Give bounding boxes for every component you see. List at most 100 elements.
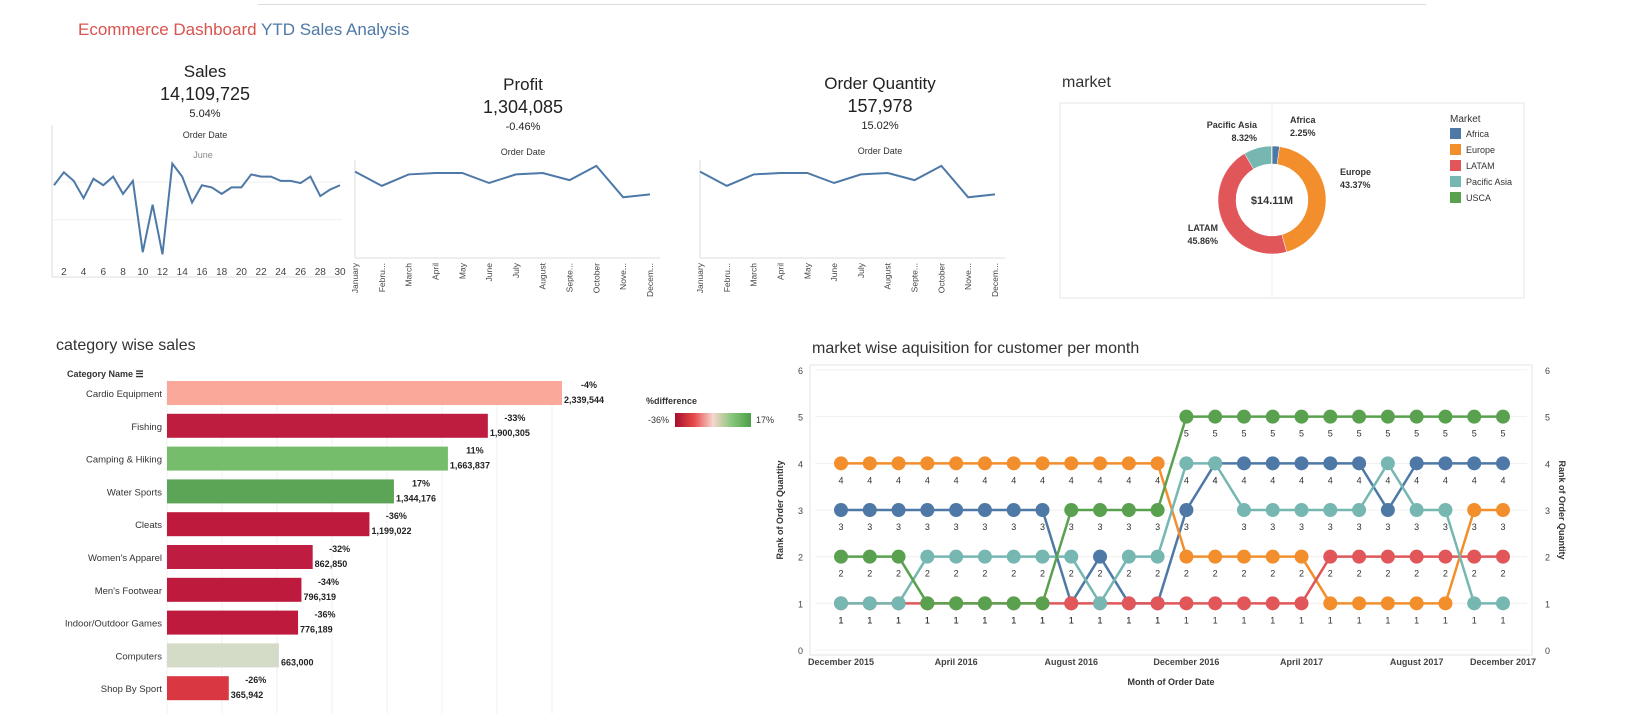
bump-point: [1236, 503, 1251, 517]
bump-point: [1496, 503, 1510, 517]
category-label: Computers: [116, 651, 163, 662]
category-label: Fishing: [131, 422, 162, 433]
bump-x-tick: April 2017: [1280, 657, 1323, 667]
bump-point: [1121, 596, 1136, 611]
market-legend-item[interactable]: Pacific Asia: [1450, 176, 1512, 187]
category-bar: [167, 479, 394, 504]
bump-point-label: 3: [838, 522, 843, 532]
bump-point-label: 4: [1299, 475, 1304, 485]
market-legend-item[interactable]: Europe: [1450, 144, 1495, 155]
donut-label-name: Africa: [1290, 115, 1317, 125]
bump-point: [862, 503, 877, 517]
kpi-sales: Sales 14,109,725 5.04% Order Date: [120, 62, 290, 140]
profit-x-tick: Septe...: [565, 263, 575, 292]
bump-point: [834, 596, 848, 611]
bump-point-label: 1: [1069, 615, 1074, 625]
bump-point-label: 5: [1184, 429, 1189, 439]
bump-point: [1323, 549, 1338, 564]
legend-swatch: [1450, 192, 1461, 203]
acquisition-title: market wise aquisition for customer per …: [812, 340, 1140, 357]
bump-point: [977, 456, 992, 471]
profit-x-tick: October: [591, 263, 601, 293]
bump-point-label: 1: [1098, 615, 1103, 625]
donut-slice-latam: [1217, 153, 1287, 255]
sales-x-tick: 6: [101, 267, 107, 278]
bump-point: [1035, 596, 1050, 611]
bump-point: [1467, 596, 1482, 611]
quantity-x-tick: October: [936, 263, 946, 293]
bump-point: [1093, 503, 1108, 517]
bump-point-label: 3: [1241, 522, 1246, 532]
bump-point-label: 1: [1184, 615, 1189, 625]
kpi-sales-label: Sales: [183, 62, 227, 81]
bump-point-label: 1: [1213, 615, 1218, 625]
bump-point: [1323, 409, 1338, 424]
bump-point-label: 4: [1040, 475, 1045, 485]
bump-point: [1352, 456, 1367, 471]
bump-point: [862, 596, 877, 611]
bump-point-label: 2: [838, 569, 843, 579]
bump-point-label: 3: [954, 522, 959, 532]
bump-point: [1179, 549, 1194, 564]
sales-x-tick: 20: [236, 267, 248, 278]
sales-x-tick: 18: [216, 267, 228, 278]
category-bar: [167, 676, 229, 701]
sales-series-line: [53, 161, 341, 255]
bump-point-label: 2: [867, 569, 872, 579]
sales-x-tick: 4: [81, 267, 87, 278]
bar-pct-label: -33%: [504, 413, 525, 423]
bump-point-label: 1: [1443, 615, 1448, 625]
market-legend-item[interactable]: Africa: [1450, 128, 1489, 139]
bump-point-label: 5: [1270, 429, 1275, 439]
bump-y-tick-right: 5: [1545, 413, 1550, 423]
category-header-label: Category Name: [67, 369, 134, 379]
bump-point-label: 2: [982, 569, 987, 579]
bump-point-label: 2: [1184, 569, 1189, 579]
quantity-x-tick: July: [856, 262, 866, 278]
legend-swatch: [1450, 160, 1461, 171]
bump-point: [1236, 409, 1251, 424]
category-bar-chart: Cardio Equipment -4% 2,339,544 Fishing -33% 1…: [65, 380, 604, 714]
bump-y-tick-left: 3: [798, 506, 803, 516]
kpi-quantity-label: Order Quantity: [824, 74, 936, 93]
category-label: Camping & Hiking: [86, 455, 162, 466]
quantity-x-tick: Decem...: [990, 263, 1000, 297]
bar-value-label: 862,850: [315, 559, 348, 569]
sales-x-tick: 14: [177, 267, 189, 278]
category-bar: [167, 512, 370, 537]
bar-value-label: 1,900,305: [490, 428, 530, 438]
bump-point-label: 4: [982, 475, 987, 485]
profit-series-line: [354, 164, 651, 199]
bump-point: [1179, 596, 1194, 611]
bump-point: [1265, 409, 1280, 424]
market-legend-title: Market: [1450, 114, 1481, 125]
market-legend-item[interactable]: USCA: [1450, 192, 1491, 203]
bump-point-label: 3: [1270, 522, 1275, 532]
bump-point-label: 1: [1357, 615, 1362, 625]
bump-point-label: 4: [954, 475, 959, 485]
bump-y-tick-right: 3: [1545, 506, 1550, 516]
bump-point: [1409, 549, 1424, 564]
bump-point: [1265, 503, 1280, 517]
market-legend-item[interactable]: LATAM: [1450, 160, 1495, 171]
bump-point-label: 4: [1443, 475, 1448, 485]
dashboard-title: Ecommerce Dashboard YTD Sales Analysis: [78, 20, 409, 40]
bump-point-label: 2: [1011, 569, 1016, 579]
bump-point: [920, 456, 935, 471]
bump-x-tick: August 2017: [1390, 657, 1444, 667]
bump-point-label: 2: [1069, 569, 1074, 579]
bump-point-label: 1: [838, 615, 843, 625]
sort-icon[interactable]: ☰: [135, 369, 144, 379]
bump-point: [1380, 409, 1395, 424]
sales-x-tick: 16: [196, 267, 208, 278]
profit-x-tick: August: [538, 262, 548, 289]
bump-point-label: 4: [1357, 475, 1362, 485]
bump-point-label: 4: [867, 475, 872, 485]
category-label: Men's Footwear: [95, 586, 162, 597]
category-label: Indoor/Outdoor Games: [65, 619, 162, 630]
kpi-sales-change: 5.04%: [189, 108, 221, 120]
donut-slice-europe: [1276, 146, 1327, 253]
bump-y-tick-left: 2: [798, 553, 803, 563]
bump-point: [949, 549, 964, 564]
bump-point: [834, 456, 848, 471]
